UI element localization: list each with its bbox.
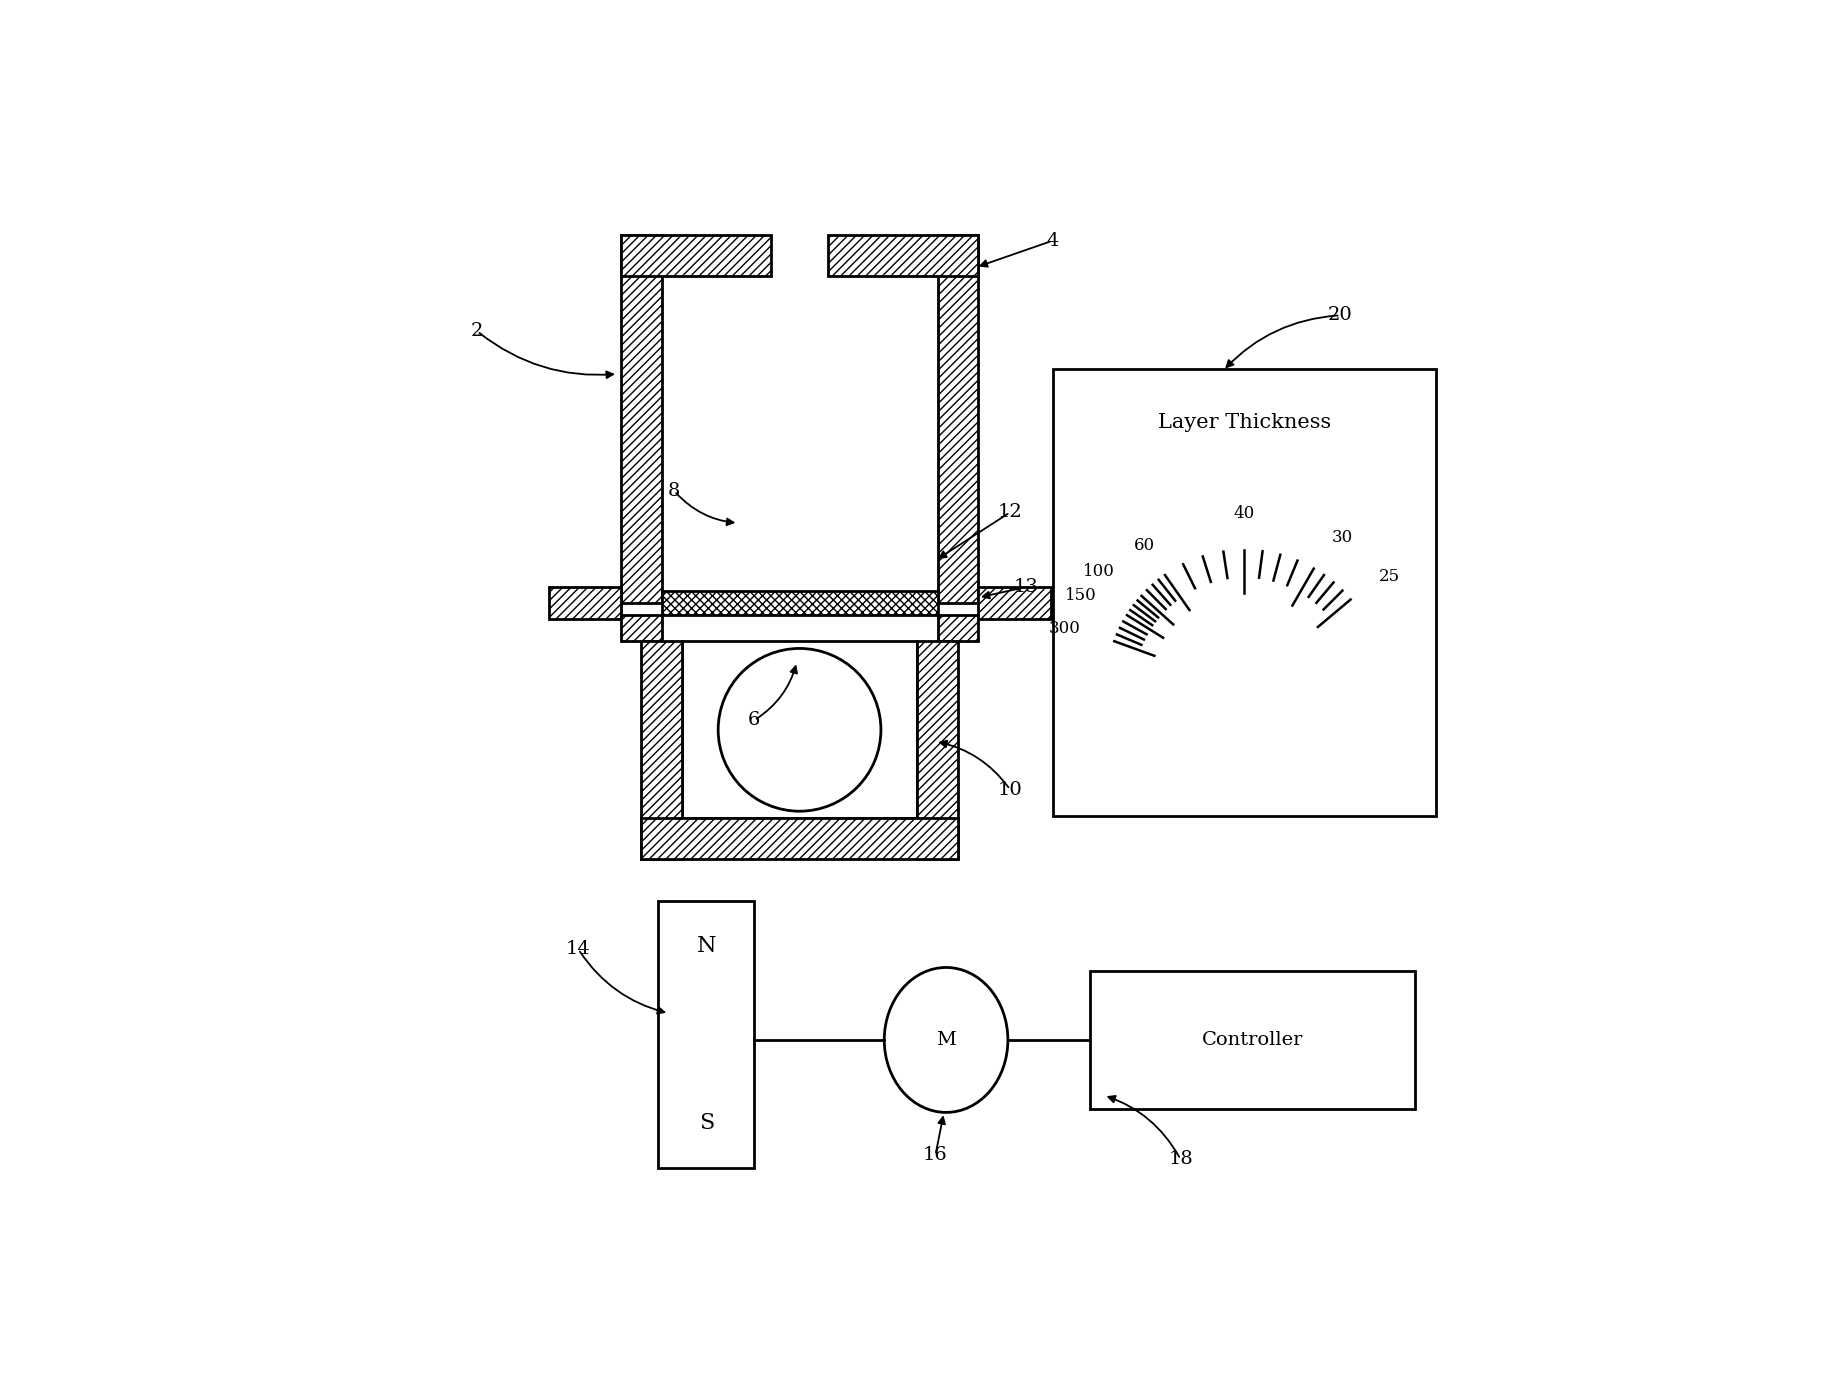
Text: 10: 10	[997, 781, 1023, 799]
Bar	[548, 587, 620, 619]
Text: 6: 6	[748, 711, 761, 729]
Text: 25: 25	[1379, 567, 1399, 585]
Bar	[620, 614, 661, 641]
Bar	[978, 587, 1050, 619]
Text: 4: 4	[1047, 231, 1060, 249]
Bar	[659, 901, 755, 1168]
Bar	[938, 235, 978, 603]
Text: 18: 18	[1169, 1150, 1193, 1168]
Text: 30: 30	[1331, 529, 1353, 545]
Text: 60: 60	[1133, 537, 1156, 554]
Bar	[829, 235, 978, 275]
Text: Controller: Controller	[1202, 1031, 1303, 1049]
Bar	[681, 641, 917, 818]
Text: 2: 2	[471, 322, 484, 340]
Text: 16: 16	[923, 1146, 947, 1164]
Ellipse shape	[884, 967, 1008, 1113]
Text: M: M	[936, 1031, 956, 1049]
Bar	[1089, 970, 1416, 1109]
Text: 20: 20	[1327, 306, 1353, 324]
Bar	[641, 818, 958, 858]
Bar	[641, 641, 681, 858]
Bar	[1052, 368, 1436, 817]
Text: 13: 13	[1013, 579, 1039, 597]
Circle shape	[718, 649, 881, 811]
Text: Layer Thickness: Layer Thickness	[1157, 412, 1331, 432]
Bar	[620, 235, 661, 603]
Bar	[620, 235, 772, 275]
Bar	[661, 275, 938, 591]
Text: N: N	[696, 936, 716, 958]
Text: 100: 100	[1084, 563, 1115, 580]
Bar	[938, 614, 978, 641]
Bar	[917, 641, 958, 858]
Text: 40: 40	[1233, 505, 1255, 522]
Text: S: S	[698, 1113, 714, 1133]
Bar	[661, 591, 938, 614]
Text: 8: 8	[668, 482, 681, 500]
Text: 12: 12	[997, 504, 1023, 522]
Text: 14: 14	[567, 940, 591, 958]
Text: 300: 300	[1049, 620, 1080, 637]
Text: 150: 150	[1065, 587, 1097, 605]
